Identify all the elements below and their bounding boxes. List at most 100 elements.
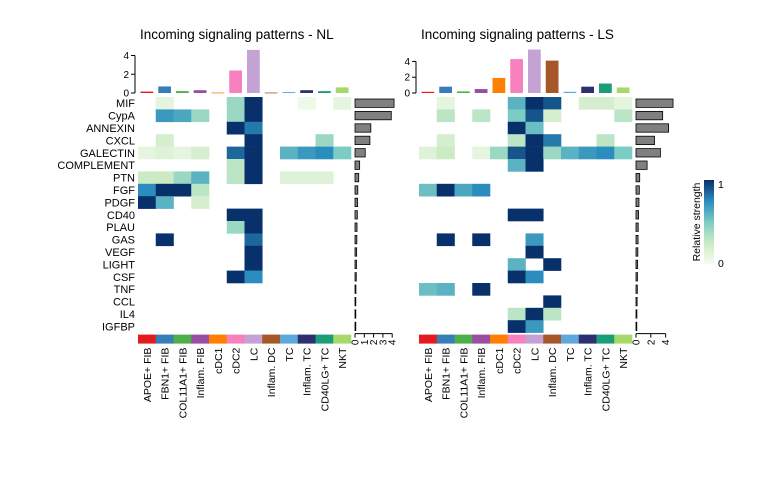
side-bar <box>354 160 361 170</box>
heatmap-cell <box>191 109 210 123</box>
side-bar <box>354 234 358 245</box>
heatmap-cell <box>138 183 157 197</box>
heatmap-cell <box>454 183 473 197</box>
heatmap-cell <box>578 146 597 160</box>
cell-group-label: CD40LG+ TC <box>319 347 331 411</box>
heatmap-cell <box>333 97 352 110</box>
pathway-label: CCL <box>113 297 135 309</box>
cell-group-label: APOE+ FIB <box>142 348 154 403</box>
heatmap-cell <box>507 320 526 333</box>
group-color-swatch <box>333 334 352 344</box>
group-color-swatch <box>155 334 174 344</box>
heatmap-cell <box>525 245 544 259</box>
panel-ls: Incoming signaling patterns - LS024APOE+… <box>404 27 674 418</box>
side-axis-tick-label: 3 <box>378 339 389 345</box>
heatmap-cell <box>525 159 544 172</box>
heatmap-cell <box>244 97 263 110</box>
top-bar <box>510 59 523 93</box>
cell-group-label: Inflam. DC <box>266 347 278 397</box>
cell-group-label: TC <box>284 347 296 361</box>
side-bar <box>635 210 639 220</box>
heatmap-cell <box>507 159 526 172</box>
side-axis-tick-label: 0 <box>632 339 643 345</box>
legend-min-label: 0 <box>718 258 724 270</box>
heatmap-cell <box>596 146 615 160</box>
heatmap-cell <box>244 109 263 123</box>
top-bar-chart: 0 2 4 <box>123 49 349 100</box>
pathway-label: COMPLEMENT <box>57 160 135 172</box>
side-bar <box>635 172 641 183</box>
heatmap-cell <box>173 171 192 185</box>
top-bar <box>300 90 313 93</box>
group-color-swatch <box>578 334 597 344</box>
heatmap-cell <box>226 159 245 172</box>
legend: 1 0 Relative strength <box>691 179 724 270</box>
heatmap-cell <box>244 121 263 135</box>
side-bar <box>635 259 639 270</box>
side-bar <box>635 234 639 245</box>
top-bar <box>193 90 207 93</box>
cell-group-label: cDC2 <box>512 347 524 373</box>
side-bar <box>354 309 357 319</box>
heatmap-cell <box>155 109 174 123</box>
group-color-swatch <box>226 334 245 344</box>
heatmap-cell <box>507 134 526 147</box>
cell-group-labels: APOE+ FIB FBN1+ FIB COL11A1+ FIB Inflam. FI… <box>142 347 349 418</box>
heatmap-grid <box>138 97 352 284</box>
group-color-swatch <box>454 334 473 344</box>
heatmap-cell <box>614 97 633 110</box>
pathway-label: PDGF <box>104 197 135 209</box>
top-bar <box>421 91 435 93</box>
group-color-swatch <box>596 334 615 344</box>
heatmap-cell <box>244 171 263 185</box>
heatmap-cell <box>226 146 245 160</box>
heatmap-cell <box>138 196 157 209</box>
group-color-swatch <box>419 334 438 344</box>
top-bar <box>545 60 559 93</box>
cell-group-label: NKT <box>618 347 630 369</box>
side-bar <box>635 284 638 294</box>
heatmap-cell <box>614 146 633 160</box>
top-bar <box>282 92 296 93</box>
heatmap-cell <box>244 245 263 259</box>
heatmap-cell <box>244 270 263 284</box>
heatmap-cell <box>173 146 192 160</box>
side-bar <box>354 321 357 332</box>
top-axis-tick-label: 2 <box>123 70 129 81</box>
group-color-swatch <box>209 334 228 344</box>
top-bar <box>318 91 331 93</box>
heatmap-cell <box>507 146 526 160</box>
cell-group-label: CD40LG+ TC <box>600 347 612 411</box>
side-bar <box>354 284 357 294</box>
top-bar <box>563 91 577 93</box>
group-color-swatch <box>280 334 299 344</box>
heatmap-cell <box>507 270 526 284</box>
heatmap-cell <box>525 270 544 284</box>
heatmap-cell <box>525 307 544 321</box>
heatmap-cell <box>297 171 316 185</box>
group-color-swatch <box>191 334 210 344</box>
legend-color-bar <box>704 180 714 264</box>
pathway-label: LIGHT <box>103 259 136 271</box>
heatmap-cell <box>543 295 562 309</box>
side-bar <box>635 197 640 207</box>
pathway-label: VEGF <box>105 247 135 259</box>
heatmap-cell <box>155 171 174 185</box>
side-bar <box>354 222 358 232</box>
heatmap-cell <box>155 233 174 247</box>
heatmap-cell <box>173 109 192 123</box>
heatmap-cell <box>226 121 245 135</box>
group-color-swatch <box>436 334 455 344</box>
pathway-label: CD40 <box>107 210 135 222</box>
side-bar <box>354 172 360 183</box>
side-bar <box>354 135 371 145</box>
top-bar <box>528 49 541 93</box>
side-axis-tick-label: 1 <box>360 339 371 345</box>
heatmap-cell <box>507 258 526 271</box>
heatmap-cell <box>436 233 455 247</box>
pathway-labels: MIFCypAANNEXINCXCLGALECTINCOMPLEMENTPTNF… <box>57 98 135 333</box>
cell-group-label: Inflam. DC <box>547 347 559 397</box>
heatmap-cell <box>333 146 352 160</box>
side-bar <box>354 247 358 257</box>
